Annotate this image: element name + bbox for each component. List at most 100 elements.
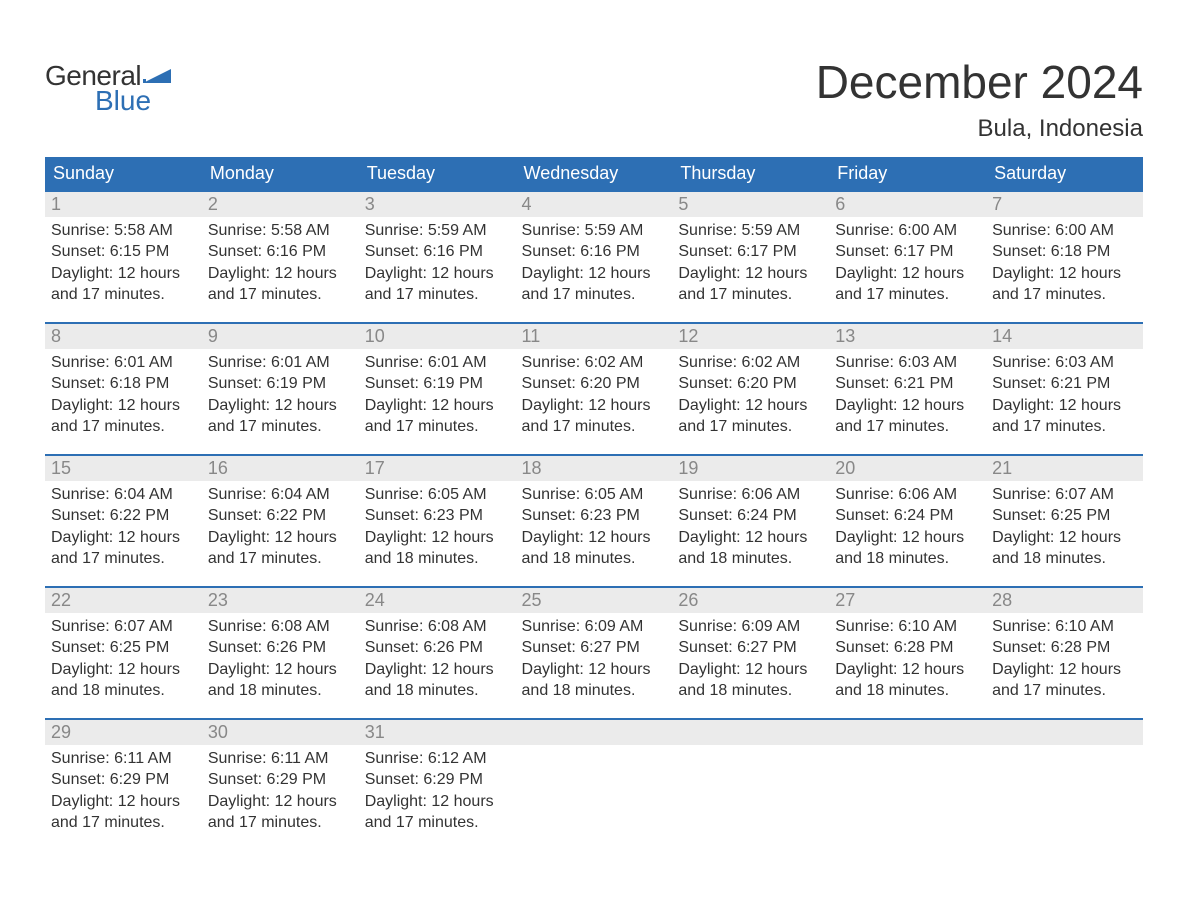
day-number [516,718,673,745]
sunrise-line: Sunrise: 6:01 AM [51,352,196,374]
sunset-line: Sunset: 6:24 PM [835,505,980,527]
sunrise-line: Sunrise: 6:09 AM [678,616,823,638]
daylight-line: Daylight: 12 hours and 18 minutes. [522,527,667,570]
day-number: 26 [672,586,829,613]
calendar-day-cell: 27Sunrise: 6:10 AMSunset: 6:28 PMDayligh… [829,586,986,718]
title-block: December 2024 Bula, Indonesia [816,55,1143,143]
calendar-day-cell: 1Sunrise: 5:58 AMSunset: 6:15 PMDaylight… [45,190,202,322]
sunrise-line: Sunrise: 6:04 AM [208,484,353,506]
daylight-line: Daylight: 12 hours and 17 minutes. [992,659,1137,702]
day-number: 7 [986,190,1143,217]
daylight-line: Daylight: 12 hours and 17 minutes. [51,395,196,438]
calendar-day-cell: 21Sunrise: 6:07 AMSunset: 6:25 PMDayligh… [986,454,1143,586]
daylight-line: Daylight: 12 hours and 18 minutes. [208,659,353,702]
sunrise-line: Sunrise: 6:00 AM [992,220,1137,242]
calendar-day-cell: 5Sunrise: 5:59 AMSunset: 6:17 PMDaylight… [672,190,829,322]
day-number: 4 [516,190,673,217]
weekday-header: Saturday [986,157,1143,190]
daylight-line: Daylight: 12 hours and 18 minutes. [835,659,980,702]
sunset-line: Sunset: 6:21 PM [992,373,1137,395]
sunset-line: Sunset: 6:22 PM [208,505,353,527]
sunset-line: Sunset: 6:20 PM [678,373,823,395]
sunrise-line: Sunrise: 6:11 AM [208,748,353,770]
day-number: 9 [202,322,359,349]
day-details: Sunrise: 6:00 AMSunset: 6:18 PMDaylight:… [986,217,1143,306]
day-details: Sunrise: 6:05 AMSunset: 6:23 PMDaylight:… [359,481,516,570]
sunset-line: Sunset: 6:28 PM [835,637,980,659]
day-number: 29 [45,718,202,745]
sunset-line: Sunset: 6:26 PM [208,637,353,659]
day-details: Sunrise: 6:01 AMSunset: 6:19 PMDaylight:… [202,349,359,438]
day-details: Sunrise: 6:08 AMSunset: 6:26 PMDaylight:… [359,613,516,702]
calendar-day-cell [829,718,986,850]
day-number: 12 [672,322,829,349]
day-number: 24 [359,586,516,613]
day-details: Sunrise: 6:04 AMSunset: 6:22 PMDaylight:… [202,481,359,570]
daylight-line: Daylight: 12 hours and 17 minutes. [835,395,980,438]
page-title: December 2024 [816,55,1143,109]
daylight-line: Daylight: 12 hours and 17 minutes. [678,263,823,306]
daylight-line: Daylight: 12 hours and 18 minutes. [992,527,1137,570]
sunset-line: Sunset: 6:22 PM [51,505,196,527]
sunrise-line: Sunrise: 6:02 AM [678,352,823,374]
daylight-line: Daylight: 12 hours and 17 minutes. [522,263,667,306]
day-details: Sunrise: 5:59 AMSunset: 6:17 PMDaylight:… [672,217,829,306]
calendar-week-row: 29Sunrise: 6:11 AMSunset: 6:29 PMDayligh… [45,718,1143,850]
sunrise-line: Sunrise: 6:01 AM [208,352,353,374]
day-details: Sunrise: 6:06 AMSunset: 6:24 PMDaylight:… [672,481,829,570]
day-number: 14 [986,322,1143,349]
weekday-header: Wednesday [516,157,673,190]
calendar-day-cell: 25Sunrise: 6:09 AMSunset: 6:27 PMDayligh… [516,586,673,718]
sunrise-line: Sunrise: 6:05 AM [365,484,510,506]
calendar-day-cell: 18Sunrise: 6:05 AMSunset: 6:23 PMDayligh… [516,454,673,586]
daylight-line: Daylight: 12 hours and 17 minutes. [678,395,823,438]
daylight-line: Daylight: 12 hours and 17 minutes. [835,263,980,306]
sunset-line: Sunset: 6:24 PM [678,505,823,527]
sunrise-line: Sunrise: 6:08 AM [365,616,510,638]
calendar-day-cell: 14Sunrise: 6:03 AMSunset: 6:21 PMDayligh… [986,322,1143,454]
sunset-line: Sunset: 6:16 PM [208,241,353,263]
daylight-line: Daylight: 12 hours and 17 minutes. [208,395,353,438]
sunrise-line: Sunrise: 6:06 AM [835,484,980,506]
sunrise-line: Sunrise: 6:01 AM [365,352,510,374]
day-details: Sunrise: 6:06 AMSunset: 6:24 PMDaylight:… [829,481,986,570]
sunset-line: Sunset: 6:18 PM [992,241,1137,263]
day-details [672,745,829,748]
daylight-line: Daylight: 12 hours and 18 minutes. [678,659,823,702]
day-details: Sunrise: 6:09 AMSunset: 6:27 PMDaylight:… [672,613,829,702]
weekday-header: Thursday [672,157,829,190]
sunset-line: Sunset: 6:28 PM [992,637,1137,659]
day-details: Sunrise: 6:09 AMSunset: 6:27 PMDaylight:… [516,613,673,702]
sunrise-line: Sunrise: 6:07 AM [51,616,196,638]
sunrise-line: Sunrise: 6:02 AM [522,352,667,374]
page-location: Bula, Indonesia [816,115,1143,143]
day-number: 15 [45,454,202,481]
weekday-header-row: SundayMondayTuesdayWednesdayThursdayFrid… [45,157,1143,190]
sunrise-line: Sunrise: 6:03 AM [992,352,1137,374]
weekday-header: Tuesday [359,157,516,190]
day-details: Sunrise: 6:11 AMSunset: 6:29 PMDaylight:… [45,745,202,834]
sunset-line: Sunset: 6:18 PM [51,373,196,395]
day-details: Sunrise: 6:01 AMSunset: 6:18 PMDaylight:… [45,349,202,438]
sunset-line: Sunset: 6:16 PM [365,241,510,263]
calendar-day-cell: 28Sunrise: 6:10 AMSunset: 6:28 PMDayligh… [986,586,1143,718]
sunset-line: Sunset: 6:29 PM [365,769,510,791]
calendar-week-row: 8Sunrise: 6:01 AMSunset: 6:18 PMDaylight… [45,322,1143,454]
calendar-table: SundayMondayTuesdayWednesdayThursdayFrid… [45,157,1143,850]
daylight-line: Daylight: 12 hours and 18 minutes. [835,527,980,570]
day-number [986,718,1143,745]
day-details: Sunrise: 5:58 AMSunset: 6:15 PMDaylight:… [45,217,202,306]
calendar-day-cell: 6Sunrise: 6:00 AMSunset: 6:17 PMDaylight… [829,190,986,322]
brand-word-2: Blue [45,86,171,115]
sunset-line: Sunset: 6:23 PM [522,505,667,527]
calendar-day-cell: 7Sunrise: 6:00 AMSunset: 6:18 PMDaylight… [986,190,1143,322]
sunset-line: Sunset: 6:25 PM [51,637,196,659]
daylight-line: Daylight: 12 hours and 17 minutes. [992,263,1137,306]
day-number: 16 [202,454,359,481]
day-details: Sunrise: 5:59 AMSunset: 6:16 PMDaylight:… [516,217,673,306]
calendar-day-cell: 23Sunrise: 6:08 AMSunset: 6:26 PMDayligh… [202,586,359,718]
calendar-day-cell: 9Sunrise: 6:01 AMSunset: 6:19 PMDaylight… [202,322,359,454]
weekday-header: Friday [829,157,986,190]
day-number: 19 [672,454,829,481]
sunset-line: Sunset: 6:26 PM [365,637,510,659]
